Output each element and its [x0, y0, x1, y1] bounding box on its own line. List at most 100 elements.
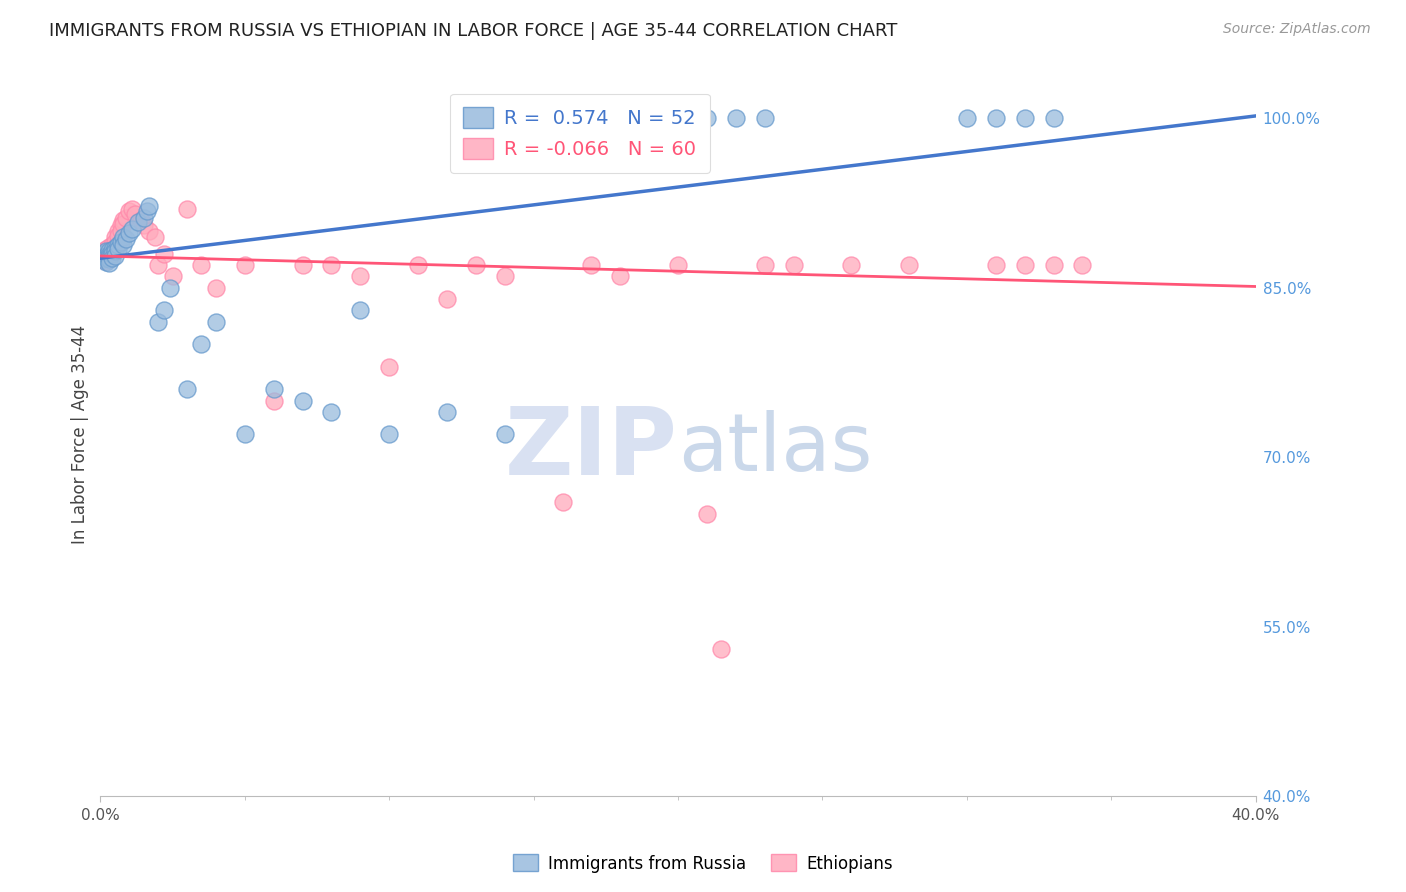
- Point: [94, 253, 117, 268]
- Point: [121, 202, 143, 216]
- Point: [494, 427, 516, 442]
- Point: [321, 258, 343, 272]
- Point: [101, 246, 124, 260]
- Point: [205, 280, 228, 294]
- Point: [124, 207, 146, 221]
- Legend: R =  0.574   N = 52, R = -0.066   N = 60: R = 0.574 N = 52, R = -0.066 N = 60: [450, 94, 710, 173]
- Point: [782, 258, 804, 272]
- Point: [94, 244, 117, 259]
- Point: [841, 258, 863, 272]
- Point: [1042, 111, 1064, 125]
- Point: [159, 280, 181, 294]
- Point: [1014, 111, 1036, 125]
- Point: [104, 240, 127, 254]
- Point: [104, 249, 127, 263]
- Point: [754, 258, 776, 272]
- Point: [1014, 258, 1036, 272]
- Point: [94, 242, 117, 256]
- Point: [104, 235, 127, 250]
- Point: [609, 269, 631, 284]
- Point: [98, 252, 121, 267]
- Text: ZIP: ZIP: [505, 403, 678, 495]
- Point: [956, 111, 979, 125]
- Point: [138, 224, 160, 238]
- Point: [378, 359, 401, 374]
- Point: [349, 303, 371, 318]
- Text: IMMIGRANTS FROM RUSSIA VS ETHIOPIAN IN LABOR FORCE | AGE 35-44 CORRELATION CHART: IMMIGRANTS FROM RUSSIA VS ETHIOPIAN IN L…: [49, 22, 897, 40]
- Point: [205, 314, 228, 328]
- Point: [94, 252, 117, 266]
- Point: [146, 258, 169, 272]
- Point: [98, 256, 121, 270]
- Point: [176, 202, 198, 216]
- Point: [107, 224, 129, 238]
- Point: [101, 244, 124, 258]
- Point: [112, 218, 135, 232]
- Point: [263, 393, 285, 408]
- Point: [436, 292, 458, 306]
- Point: [118, 203, 141, 218]
- Point: [349, 269, 371, 284]
- Point: [138, 199, 160, 213]
- Point: [91, 244, 114, 259]
- Point: [291, 393, 314, 408]
- Point: [112, 237, 135, 252]
- Point: [710, 642, 733, 657]
- Point: [112, 212, 135, 227]
- Point: [1071, 258, 1094, 272]
- Point: [91, 252, 114, 267]
- Point: [378, 427, 401, 442]
- Point: [110, 235, 132, 250]
- Legend: Immigrants from Russia, Ethiopians: Immigrants from Russia, Ethiopians: [506, 847, 900, 880]
- Point: [132, 211, 155, 225]
- Point: [98, 250, 121, 264]
- Point: [107, 237, 129, 252]
- Point: [233, 427, 256, 442]
- Point: [754, 111, 776, 125]
- Point: [696, 111, 718, 125]
- Point: [98, 244, 121, 259]
- Point: [91, 246, 114, 260]
- Point: [291, 258, 314, 272]
- Point: [107, 242, 129, 256]
- Point: [898, 258, 921, 272]
- Point: [233, 258, 256, 272]
- Point: [107, 228, 129, 243]
- Point: [984, 111, 1007, 125]
- Point: [146, 314, 169, 328]
- Point: [115, 232, 138, 246]
- Point: [127, 215, 149, 229]
- Point: [115, 211, 138, 225]
- Y-axis label: In Labor Force | Age 35-44: In Labor Force | Age 35-44: [72, 325, 89, 544]
- Point: [263, 382, 285, 396]
- Point: [98, 244, 121, 259]
- Point: [91, 249, 114, 263]
- Point: [101, 246, 124, 260]
- Point: [104, 229, 127, 244]
- Point: [121, 222, 143, 236]
- Point: [190, 337, 212, 351]
- Point: [98, 248, 121, 262]
- Point: [153, 246, 176, 260]
- Point: [112, 229, 135, 244]
- Point: [101, 242, 124, 256]
- Point: [153, 303, 176, 318]
- Point: [132, 219, 155, 233]
- Point: [321, 405, 343, 419]
- Point: [724, 111, 747, 125]
- Point: [94, 250, 117, 264]
- Point: [94, 249, 117, 263]
- Point: [135, 203, 157, 218]
- Point: [984, 258, 1007, 272]
- Point: [406, 258, 429, 272]
- Point: [1042, 258, 1064, 272]
- Point: [436, 405, 458, 419]
- Point: [104, 241, 127, 255]
- Point: [110, 224, 132, 238]
- Point: [551, 495, 574, 509]
- Point: [118, 227, 141, 241]
- Point: [143, 229, 166, 244]
- Point: [94, 246, 117, 260]
- Point: [101, 237, 124, 252]
- Point: [91, 249, 114, 263]
